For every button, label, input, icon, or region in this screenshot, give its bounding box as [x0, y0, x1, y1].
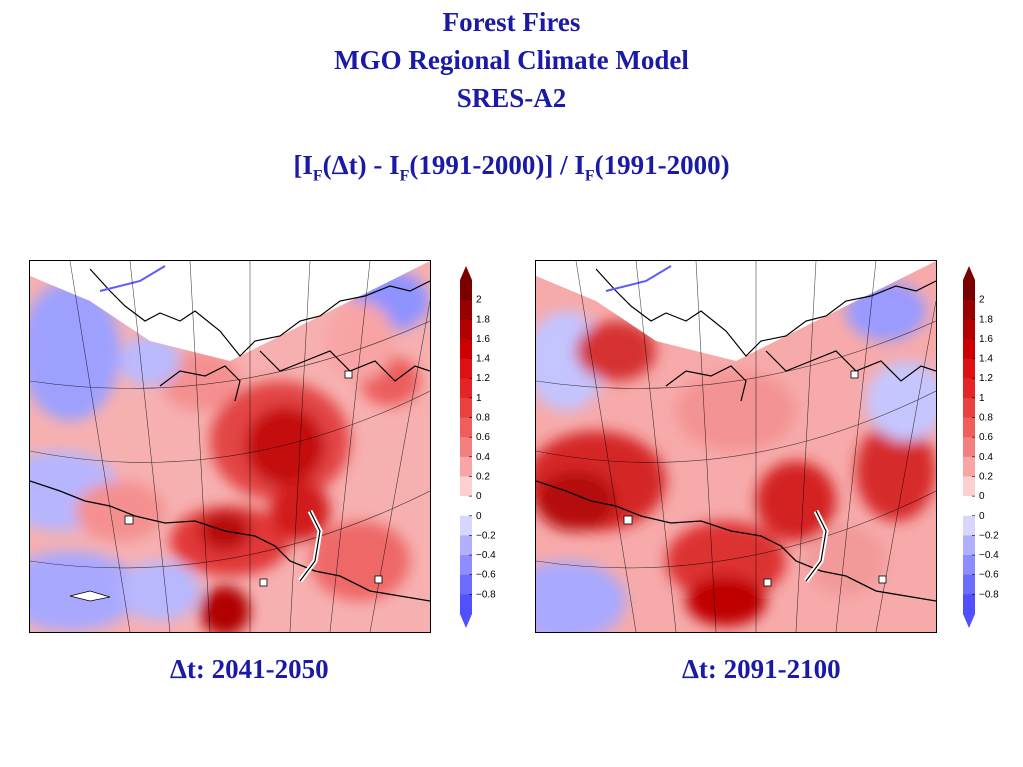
- colorbar-tick-label: 1: [979, 393, 985, 404]
- colorbar-swatch: [963, 299, 975, 320]
- colorbar-swatch: [460, 397, 472, 419]
- colorbar-swatch: [460, 358, 472, 379]
- colorbar-swatch: [963, 338, 975, 360]
- colorbar-swatch: [460, 476, 472, 497]
- colorbar-swatch: [963, 555, 975, 576]
- colorbar-tick-label: 0.2: [476, 471, 490, 482]
- colorbar-tick-label: 0.4: [979, 452, 993, 463]
- colorbar-tick-label: −0.2: [979, 530, 999, 541]
- colorbar-tick-label: −0.4: [979, 550, 999, 561]
- colorbar-tick-label: 1.8: [979, 314, 993, 325]
- colorbar-top-arrow: [460, 266, 472, 280]
- period-label-2: Δt: 2091-2100: [682, 654, 841, 684]
- map-2041-2050: [29, 260, 431, 633]
- colorbar-tick-label: 1.2: [979, 373, 993, 384]
- colorbar-swatch: [460, 456, 472, 477]
- title-line-2: MGO Regional Climate Model: [334, 45, 689, 75]
- colorbar-swatch: [963, 397, 975, 419]
- colorbar-tick-label: −0.6: [476, 570, 496, 581]
- colorbar-tick-label: 0.8: [476, 413, 490, 424]
- colorbar-swatch: [460, 496, 472, 517]
- colorbar-swatch: [963, 280, 975, 301]
- colorbar-swatch: [460, 280, 472, 301]
- colorbar-tick-label: 0.8: [979, 413, 993, 424]
- colorbar-tick-label: 1.4: [979, 354, 993, 365]
- colorbar-swatch: [963, 358, 975, 379]
- colorbar-tick-label: −0.8: [476, 589, 496, 600]
- title-line-1: Forest Fires: [442, 7, 581, 37]
- colorbar-swatch: [460, 555, 472, 576]
- colorbar-swatch: [963, 535, 975, 556]
- colorbar-swatch: [460, 574, 472, 595]
- formula: [IF(Δt) - IF(1991-2000)] / IF(1991-2000): [293, 150, 730, 185]
- colorbar-swatch: [460, 299, 472, 320]
- colorbar-tick-label: 1.4: [476, 354, 490, 365]
- colorbar-swatch: [963, 515, 975, 536]
- colorbar-swatch: [963, 456, 975, 477]
- colorbar-bottom-arrow: [963, 614, 975, 628]
- colorbar-swatch: [963, 574, 975, 595]
- map-2091-2100: [535, 260, 937, 633]
- colorbar-swatch: [963, 437, 975, 458]
- colorbar-tick-label: 1.8: [476, 314, 490, 325]
- colorbar-tick-label: 0: [979, 511, 985, 522]
- colorbar-swatch: [460, 417, 472, 438]
- colorbar-tick-label: 0: [476, 511, 482, 522]
- colorbar-swatch: [460, 378, 472, 399]
- colorbar-swatch: [460, 437, 472, 458]
- colorbar-tick-label: 0.2: [979, 471, 993, 482]
- colorbar-swatch: [460, 535, 472, 556]
- colorbar-tick-label: −0.6: [979, 570, 999, 581]
- colorbar-swatch: [963, 378, 975, 399]
- colorbar-tick-label: 0.6: [979, 432, 993, 443]
- colorbar-swatch: [963, 594, 975, 615]
- colorbar-tick-label: 1.6: [476, 334, 490, 345]
- colorbar-tick-label: −0.4: [476, 550, 496, 561]
- colorbar-bottom-arrow: [460, 614, 472, 628]
- colorbar-tick-label: 1: [476, 393, 482, 404]
- colorbar-top-arrow: [963, 266, 975, 280]
- colorbar-tick-label: 0: [979, 491, 985, 502]
- colorbar-tick-label: 1.2: [476, 373, 490, 384]
- colorbar-tick-label: 0: [476, 491, 482, 502]
- colorbar-tick-label: −0.8: [979, 589, 999, 600]
- colorbar-swatch: [963, 476, 975, 497]
- colorbar-tick-label: 1.6: [979, 334, 993, 345]
- colorbar-swatch: [963, 417, 975, 438]
- colorbar-2: 2 1.8 1.6 1.4 1.2 1 0.8 0.6 0.4 0.2 0 0 −0.2 −0.4 −0.6…: [963, 266, 999, 628]
- colorbar-tick-label: 0.4: [476, 452, 490, 463]
- colorbar-tick-label: 0.6: [476, 432, 490, 443]
- colorbar-swatch: [460, 594, 472, 615]
- colorbar-swatch: [963, 496, 975, 517]
- colorbar-swatch: [460, 515, 472, 536]
- colorbar-swatch: [460, 338, 472, 360]
- colorbar-swatch: [963, 319, 975, 340]
- colorbar-tick-label: 2: [979, 295, 985, 306]
- colorbar-1: 2 1.8 1.6 1.4 1.2 1 0.8 0.6 0.4 0.2 0 0 −0.2 −0.4 −0.6…: [460, 266, 496, 628]
- title-line-3: SRES-A2: [456, 83, 567, 113]
- period-label-1: Δt: 2041-2050: [170, 654, 329, 684]
- colorbar-tick-label: −0.2: [476, 530, 496, 541]
- colorbar-tick-label: 2: [476, 295, 482, 306]
- colorbar-swatch: [460, 319, 472, 340]
